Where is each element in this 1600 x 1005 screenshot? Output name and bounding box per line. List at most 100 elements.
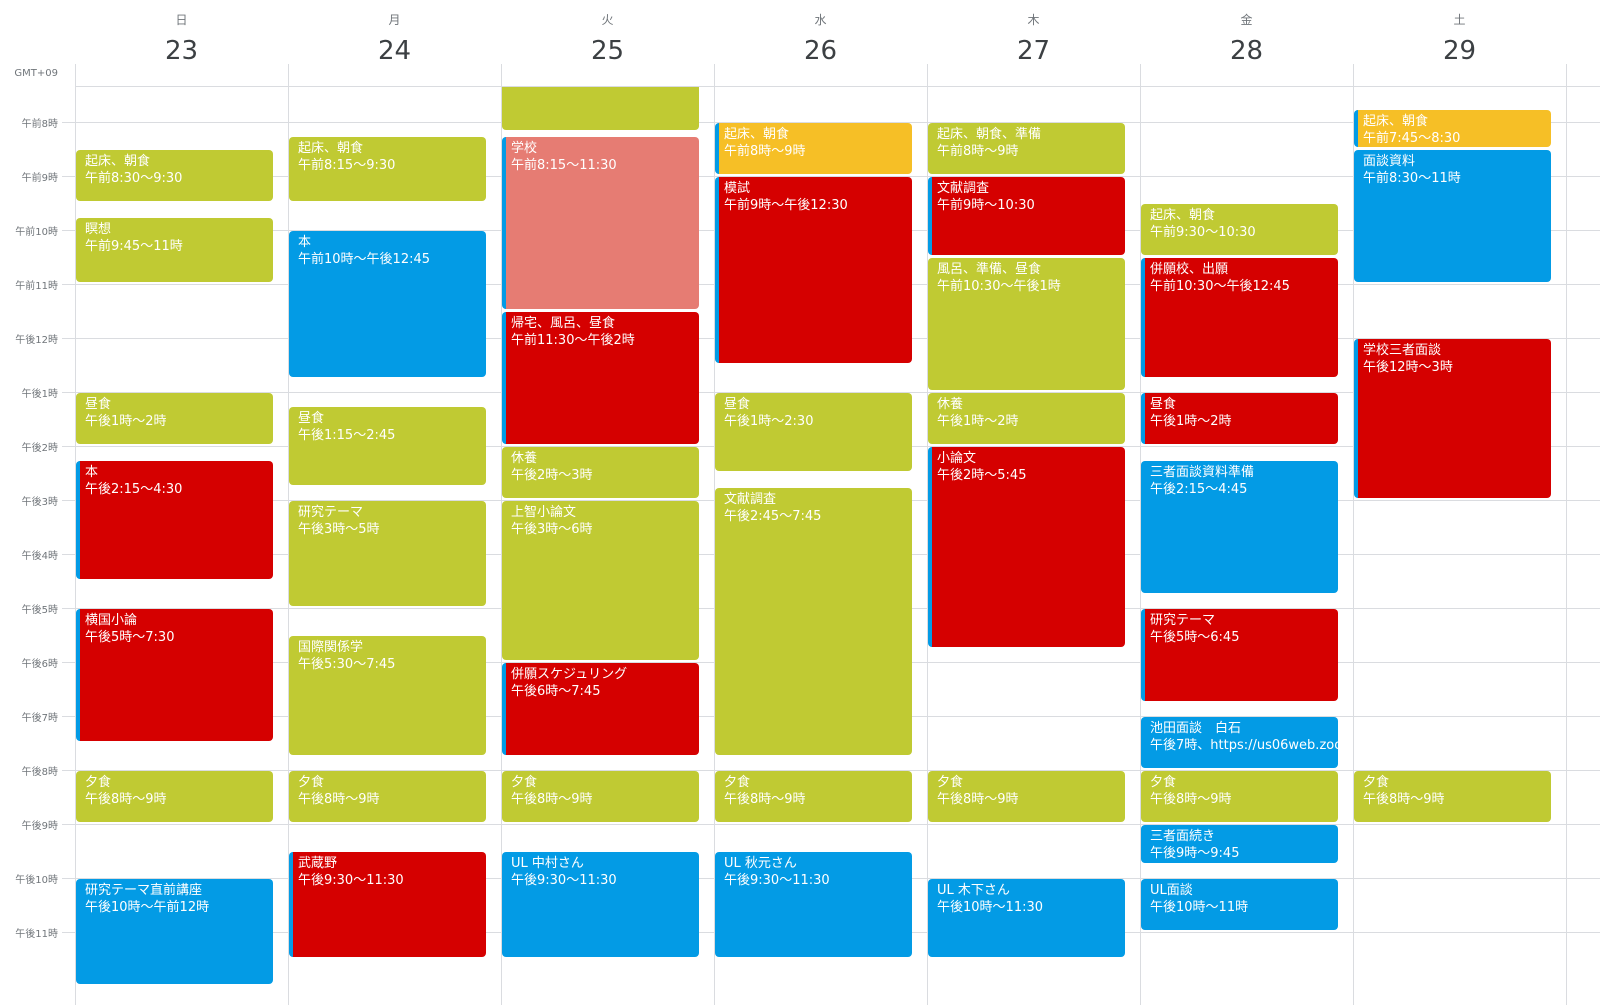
event[interactable]: 上智小論文 午後3時〜6時 — [502, 501, 699, 660]
event-title: 横国小論 — [85, 613, 138, 628]
event-time: 午前8時〜9時 — [937, 144, 1019, 159]
event[interactable]: UL面談 午後10時〜11時 — [1141, 879, 1338, 930]
event-time: 午後8時〜9時 — [1150, 792, 1232, 807]
event[interactable]: 昼食 午後1時〜2時 — [1141, 393, 1338, 444]
event-time: 午後3時〜5時 — [298, 522, 380, 537]
weekday: 月 — [388, 13, 401, 27]
event[interactable]: 国際関係学 午後5:30〜7:45 — [289, 636, 486, 755]
event-time: 午前11:30〜午後2時 — [511, 333, 635, 348]
event[interactable]: 学校三者面談 午後12時〜3時 — [1354, 339, 1551, 498]
event[interactable]: 起床、朝食 午前9:30〜10:30 — [1141, 204, 1338, 255]
event-title: 研究テーマ — [298, 505, 364, 520]
event-title: 模試 — [724, 181, 751, 196]
event[interactable]: 本午後2:15〜4:30 — [76, 460, 273, 579]
event-time: 午前8:30〜9:30 — [85, 171, 183, 186]
event[interactable]: 文献調査 午後2:45〜7:45 — [715, 487, 912, 755]
event-time: 午前9:45〜11時 — [85, 238, 183, 254]
event[interactable]: 模試 午前9時〜午後12:30 — [715, 177, 912, 363]
event-title: 起床、朝食、準備 — [937, 127, 1042, 142]
event-time: 午後9:30〜11:30 — [511, 873, 617, 888]
event[interactable]: UL 中村さん 午後9:30〜11:30 — [502, 852, 699, 957]
event[interactable]: 起床、朝食午前8:30〜9:30 — [76, 150, 273, 201]
event[interactable]: 昼食 午後1:15〜2:45 — [289, 406, 486, 485]
event-title: UL 木下さん — [937, 883, 1010, 898]
event[interactable]: 昼食 午後1時〜2時 — [76, 393, 273, 444]
event[interactable]: 夕食午後8時〜9時 — [1141, 771, 1338, 822]
event[interactable]: 昼食 午後1時〜2:30 — [715, 393, 912, 471]
event[interactable]: 学校 午前8:15〜11:30 — [502, 136, 699, 309]
event[interactable]: 起床、朝食 午前8時〜9時 — [715, 123, 912, 174]
event[interactable]: 起床、朝食、準備 午前8時〜9時 — [928, 123, 1125, 174]
event-title: 起床、朝食 — [298, 140, 364, 156]
date: 25 — [590, 36, 625, 66]
hour-line — [62, 770, 1600, 771]
hour-line — [62, 824, 1600, 825]
weekday: 土 — [1453, 13, 1466, 27]
event[interactable]: 三者面談資料準備 午後2:15〜4:45 — [1141, 460, 1338, 593]
event[interactable]: 横国小論 午後5時〜7:30 — [76, 609, 273, 741]
event-time: 午後3時〜6時 — [511, 522, 593, 537]
event-time: 午前9時〜10:30 — [937, 198, 1035, 213]
event[interactable]: 夕食 午後8時〜9時 — [715, 771, 912, 822]
event[interactable]: UL 秋元さん 午後9:30〜11:30 — [715, 852, 912, 957]
event[interactable]: UL 木下さん午後10時〜11:30 — [928, 879, 1125, 957]
event[interactable]: 研究テーマ直前講座 午後10時〜午前12時 — [76, 879, 273, 984]
event[interactable]: 三者面続き 午後9時〜9:45 — [1141, 825, 1338, 863]
event[interactable]: 池田面談 白石 午後7時、https://us06web.zoo — [1141, 717, 1338, 768]
event[interactable]: 本午前10時〜午後12:45 — [289, 231, 486, 377]
event-title: 起床、朝食 — [1150, 208, 1216, 223]
event[interactable]: 面談資料 午前8:30〜11時 — [1354, 150, 1551, 282]
event[interactable]: 夕食午後8時〜9時 — [289, 771, 486, 822]
event-time: 午前10:30〜午後12:45 — [1150, 279, 1290, 294]
event[interactable]: 休養 午後1時〜2時 — [928, 393, 1125, 444]
event[interactable]: 帰宅、風呂、昼食 午前11:30〜午後2時 — [502, 312, 699, 444]
event[interactable]: 武蔵野 午後9:30〜11:30 — [289, 852, 486, 957]
event[interactable]: 夕食 午後8時〜9時 — [502, 771, 699, 822]
event-time: 午前8:30〜11時 — [1363, 171, 1461, 186]
event[interactable]: 研究テーマ午後3時〜5時 — [289, 501, 486, 606]
event[interactable]: 夕食 午後8時〜9時 — [928, 771, 1125, 822]
event-title: 本 — [85, 464, 99, 480]
hour-label: 午後6時 — [21, 659, 58, 670]
event-title: 夕食 — [298, 775, 325, 790]
event-title: 併願校、出願 — [1150, 262, 1229, 277]
day-divider — [1353, 64, 1354, 1005]
event-time: 午後8時〜9時 — [85, 792, 167, 807]
event[interactable]: 夕食 午後8時〜9時 — [1354, 771, 1551, 822]
hour-label: 午後5時 — [21, 605, 58, 616]
event-time: 午後9:30〜11:30 — [298, 873, 404, 888]
event[interactable]: 起床、朝食 午前7:45〜8:30 — [1354, 109, 1551, 147]
event-title: 学校 — [511, 140, 538, 156]
hour-label: 午後12時 — [15, 335, 58, 346]
hour-line — [62, 392, 1600, 393]
event-time: 午後10時〜11:30 — [937, 900, 1044, 915]
event[interactable]: 起床、朝食 午前8:15〜9:30 — [289, 136, 486, 201]
event-time: 午後5:30〜7:45 — [298, 657, 396, 672]
event[interactable]: 風呂、準備、昼食 午前10:30〜午後1時 — [928, 258, 1125, 390]
hour-label: 午前11時 — [15, 281, 58, 292]
event-title: 夕食 — [937, 775, 964, 790]
event-time: 午後6時〜7:45 — [511, 684, 601, 699]
event[interactable]: 夕食午後8時〜9時 — [76, 771, 273, 822]
event-time: 午前8時〜9時 — [724, 144, 806, 159]
event-time: 午後7時、https://us06web.zoo — [1150, 738, 1338, 753]
event[interactable]: 休養 午後2時〜3時 — [502, 447, 699, 498]
header-divider — [75, 86, 1600, 87]
event-title: 起床、朝食 — [85, 154, 151, 169]
event[interactable]: 併願校、出願午前10:30〜午後12:45 — [1141, 258, 1338, 377]
event[interactable]: 併願スケジュリング 午後6時〜7:45 — [502, 663, 699, 755]
event[interactable]: 研究テーマ 午後5時〜6:45 — [1141, 609, 1338, 701]
event-title: 三者面談資料準備 — [1150, 464, 1255, 480]
event-title: 本 — [298, 235, 312, 250]
event[interactable]: 文献調査 午前9時〜10:30 — [928, 177, 1125, 255]
event-title: 昼食 — [724, 397, 751, 412]
event-title: 夕食 — [85, 775, 112, 790]
event[interactable]: 小論文 午後2時〜5:45 — [928, 447, 1125, 647]
event-title: 夕食 — [1150, 775, 1177, 790]
weekday: 木 — [1027, 13, 1040, 27]
event-time: 午後1時〜2時 — [85, 414, 167, 429]
event-time: 午後8時〜9時 — [298, 792, 380, 807]
event[interactable]: 瞑想 午前9:45〜11時 — [76, 217, 273, 282]
date: 28 — [1229, 36, 1264, 66]
